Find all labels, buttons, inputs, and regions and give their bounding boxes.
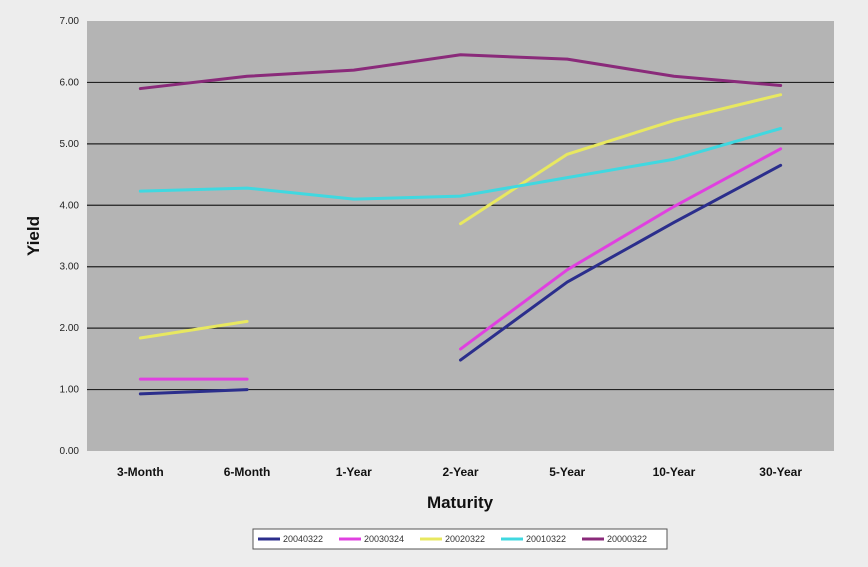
y-axis-ticks: 0.00 1.00 2.00 3.00 4.00 5.00 6.00 7.00 — [60, 16, 80, 457]
legend: 20040322 20030324 20020322 20010322 20000322 — [252, 528, 668, 550]
series-line-segment — [138, 127, 783, 201]
y-tick-label: 6.00 — [60, 77, 80, 88]
series-20030324 — [138, 147, 783, 381]
legend-label: 20030324 — [364, 534, 404, 544]
x-tick-label: 3-Month — [117, 465, 164, 479]
x-axis-ticks: 3-Month 6-Month 1-Year 2-Year 5-Year 10-Year 3… — [117, 465, 802, 479]
y-tick-label: 3.00 — [60, 262, 80, 273]
legend-label: 20000322 — [607, 534, 647, 544]
series-line-segment — [459, 163, 783, 362]
legend-label: 20010322 — [526, 534, 566, 544]
series-20020322 — [138, 93, 783, 340]
x-tick-label: 2-Year — [442, 465, 478, 479]
legend-label: 20040322 — [283, 534, 323, 544]
series-20040322 — [138, 163, 783, 396]
y-tick-label: 0.00 — [60, 446, 80, 457]
series-20010322 — [138, 127, 783, 201]
y-tick-label: 7.00 — [60, 16, 80, 27]
y-tick-label: 2.00 — [60, 323, 80, 334]
legend-box — [252, 528, 668, 550]
x-tick-label: 1-Year — [336, 465, 372, 479]
y-tick-label: 5.00 — [60, 139, 80, 150]
series-line-segment — [138, 53, 783, 91]
series-line-segment — [138, 388, 249, 396]
x-tick-label: 6-Month — [224, 465, 271, 479]
series-line-segment — [459, 93, 783, 226]
plot-area — [87, 21, 834, 451]
y-tick-label: 1.00 — [60, 385, 80, 396]
legend-label: 20020322 — [445, 534, 485, 544]
y-tick-label: 4.00 — [60, 200, 80, 211]
series-line-segment — [459, 147, 783, 351]
y-axis-title: Yield — [24, 216, 43, 256]
x-tick-label: 5-Year — [549, 465, 585, 479]
series-lines — [138, 53, 783, 396]
x-tick-label: 10-Year — [653, 465, 696, 479]
series-20000322 — [138, 53, 783, 91]
x-axis-title: Maturity — [427, 493, 494, 512]
x-tick-label: 30-Year — [759, 465, 802, 479]
series-line-segment — [138, 319, 249, 340]
